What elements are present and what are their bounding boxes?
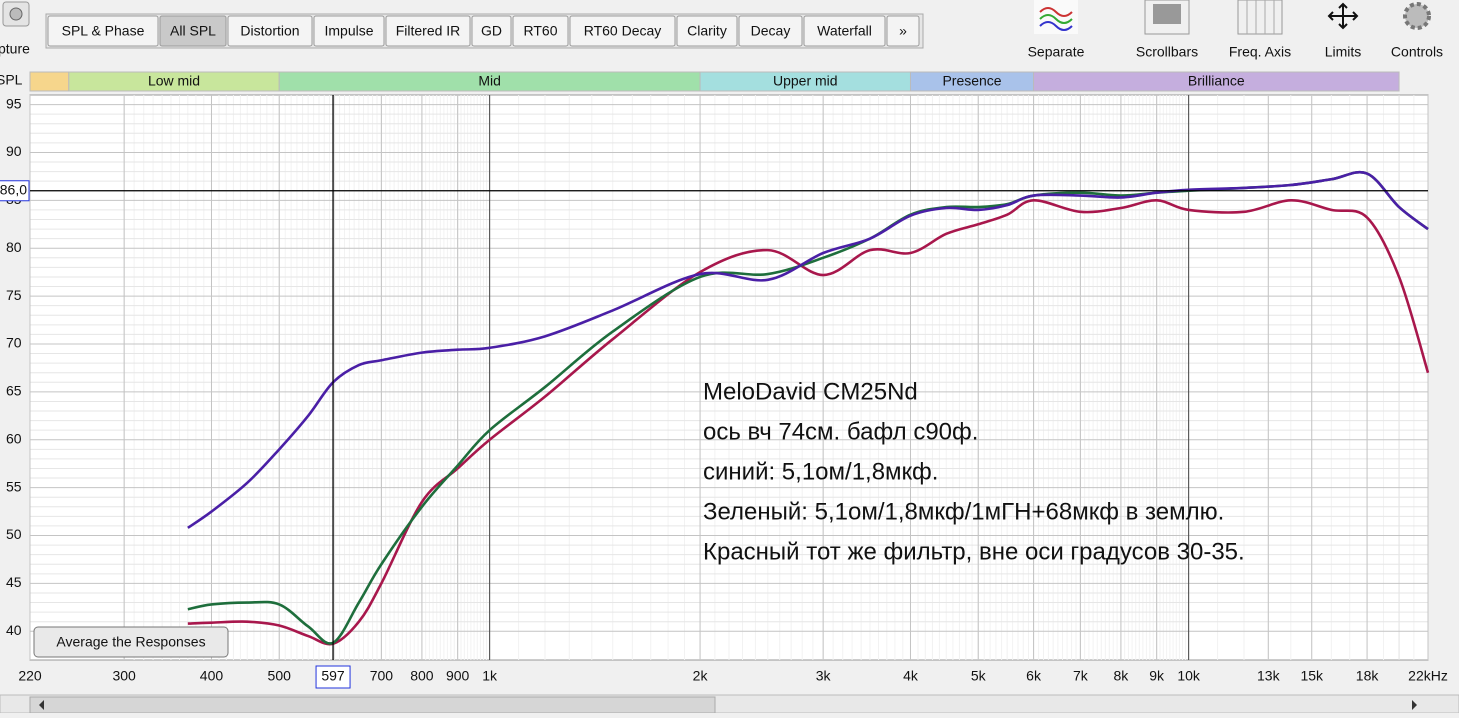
- tool-glyph: [1039, 21, 1073, 31]
- grid: [29, 95, 1429, 660]
- x-tick-label: 9k: [1149, 668, 1165, 684]
- band: [29, 71, 70, 92]
- tab[interactable]: [385, 15, 471, 47]
- band: [1033, 71, 1400, 92]
- cursor-y-box: [0, 180, 30, 202]
- tool-label: Limits: [1325, 44, 1362, 60]
- x-tick-label: 1k: [482, 668, 498, 684]
- tab-label: Distortion: [240, 23, 299, 39]
- tab[interactable]: [738, 15, 803, 47]
- tool-glyph: [1403, 2, 1431, 30]
- x-tick-label: 400: [200, 668, 224, 684]
- tool-glyph: [1153, 4, 1181, 24]
- band-label: Presence: [942, 73, 1001, 89]
- tab[interactable]: [313, 15, 385, 47]
- tab-label: Waterfall: [817, 23, 872, 39]
- x-tick-label: 22kHz: [1408, 668, 1448, 684]
- band-label: Upper mid: [773, 73, 838, 89]
- x-tick-label: 8k: [1114, 668, 1130, 684]
- tab-label: Clarity: [687, 23, 727, 39]
- x-tick-label: 300: [112, 668, 136, 684]
- cursor-y-label: 86,0: [0, 181, 27, 197]
- tool-label: Separate: [1028, 44, 1085, 60]
- x-tick-label: 900: [446, 668, 470, 684]
- x-tick-label: 10k: [1177, 668, 1201, 684]
- tab-label: GD: [481, 23, 502, 39]
- tab[interactable]: [803, 15, 886, 47]
- tab[interactable]: [569, 15, 676, 47]
- y-tick-label: 40: [6, 622, 22, 638]
- tab-label: RT60: [524, 23, 558, 39]
- x-tick-label: 15k: [1300, 668, 1324, 684]
- tab[interactable]: [471, 15, 512, 47]
- tab-label: All SPL: [170, 23, 216, 39]
- tab-label: »: [899, 23, 907, 39]
- x-tick-label: 500: [268, 668, 292, 684]
- tool-label: Freq. Axis: [1229, 44, 1291, 60]
- annotation-line: MeloDavid CM25Nd: [703, 378, 918, 405]
- y-tick-label: 95: [6, 95, 22, 111]
- x-tick-label: 220: [18, 668, 42, 684]
- y-tick-label: 55: [6, 478, 22, 494]
- x-tick-label: 700: [370, 668, 394, 684]
- marks: [30, 95, 1430, 660]
- y-axis-label: SPL: [0, 72, 23, 88]
- tab[interactable]: [159, 15, 227, 47]
- y-tick-label: 80: [6, 239, 22, 255]
- annotation-line: ось вч 74см. бафл с90ф.: [703, 418, 978, 445]
- tool-label: Scrollbars: [1136, 44, 1198, 60]
- x-tick-label: 5k: [971, 668, 987, 684]
- scroll-left[interactable]: [39, 700, 44, 710]
- capture-label: pture: [0, 41, 30, 57]
- series-line: [187, 170, 1429, 529]
- band-label: Low mid: [148, 73, 200, 89]
- series-line: [187, 199, 1430, 646]
- tab-label: Decay: [751, 23, 791, 39]
- y-tick-label: 60: [6, 430, 22, 446]
- cursor-x-label: 597: [321, 668, 345, 684]
- x-tick-label: 7k: [1073, 668, 1089, 684]
- tool-label: Controls: [1391, 44, 1443, 60]
- annotation-line: синий: 5,1ом/1,8мкф.: [703, 458, 938, 485]
- y-tick-label: 70: [6, 335, 22, 351]
- average-button[interactable]: [33, 626, 229, 658]
- band-label: Mid: [478, 73, 501, 89]
- y-tick-label: 90: [6, 143, 22, 159]
- tool-icon[interactable]: [1237, 0, 1283, 35]
- x-tick-label: 18k: [1356, 668, 1380, 684]
- capture-icon: [9, 7, 23, 21]
- tab[interactable]: [47, 15, 159, 47]
- cursor-x-box: [315, 665, 351, 689]
- tab[interactable]: [512, 15, 569, 47]
- x-tick-label: 6k: [1026, 668, 1042, 684]
- y-tick-label: 65: [6, 383, 22, 399]
- tool-glyph: [1327, 2, 1359, 30]
- tab-label: Filtered IR: [396, 23, 461, 39]
- y-tick-label: 75: [6, 287, 22, 303]
- x-tick-label: 800: [410, 668, 434, 684]
- annotation-line: Красный тот же фильтр, вне оси градусов …: [703, 538, 1245, 565]
- y-tick-label: 50: [6, 526, 22, 542]
- scroll-right[interactable]: [1412, 700, 1417, 710]
- tool-glyph: [1039, 7, 1073, 17]
- tab-label: Impulse: [324, 23, 373, 39]
- x-tick-label: 4k: [903, 668, 919, 684]
- x-tick-label: 2k: [693, 668, 709, 684]
- average-button-label: Average the Responses: [56, 634, 205, 650]
- tab[interactable]: [227, 15, 313, 47]
- tool-icon[interactable]: [1034, 0, 1078, 34]
- tab[interactable]: [676, 15, 738, 47]
- tab-label: SPL & Phase: [62, 23, 145, 39]
- annotation-line: Зеленый: 5,1ом/1,8мкф/1мГН+68мкф в землю…: [703, 498, 1224, 525]
- tab[interactable]: [886, 15, 920, 47]
- tab-label: RT60 Decay: [584, 23, 662, 39]
- x-tick-label: 13k: [1257, 668, 1281, 684]
- band-label: Brilliance: [1188, 73, 1245, 89]
- x-tick-label: 3k: [816, 668, 832, 684]
- scroll-thumb[interactable]: [29, 696, 716, 714]
- y-tick-label: 45: [6, 574, 22, 590]
- tool-glyph: [1039, 14, 1073, 24]
